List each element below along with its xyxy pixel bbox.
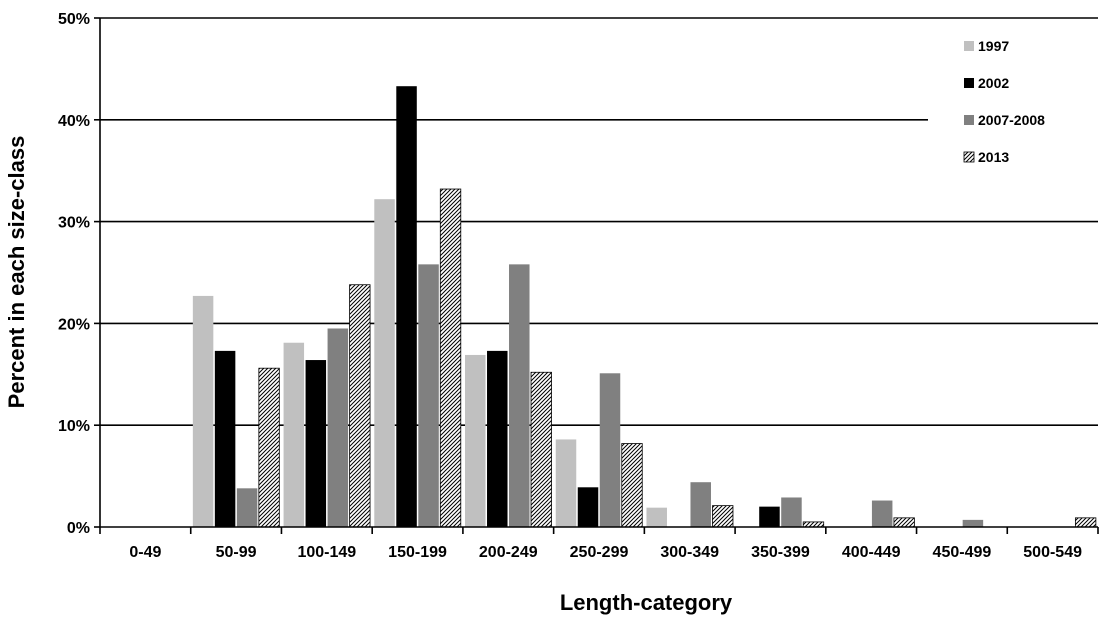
bar-2013-200-249 <box>530 371 552 528</box>
x-tick-label: 350-399 <box>751 544 810 561</box>
bar-1997-250-299 <box>555 439 577 527</box>
bar-2002-250-299 <box>577 487 599 527</box>
bar-2002-200-249 <box>487 350 508 527</box>
legend-label-2013: 2013 <box>978 149 1009 165</box>
x-tick-label: 400-449 <box>842 544 901 561</box>
bar-2007-2008-400-449 <box>871 500 893 527</box>
gridlines <box>100 17 1098 427</box>
bar-1997-150-199 <box>374 199 395 528</box>
x-tick-label: 150-199 <box>388 544 447 561</box>
bar-2002-350-399 <box>759 506 780 527</box>
legend-swatch-2007-2008 <box>964 115 974 125</box>
bar-2007-2008-350-399 <box>781 497 802 527</box>
bar-2013-300-349 <box>712 505 734 528</box>
y-tick-label: 10% <box>58 418 90 435</box>
y-tick-label: 20% <box>58 316 90 333</box>
bar-2002-100-149 <box>305 360 327 527</box>
legend-swatch-1997 <box>964 41 974 51</box>
x-tick-label: 450-499 <box>933 544 992 561</box>
bar-2013-100-149 <box>349 284 371 528</box>
y-tick-label: 50% <box>58 11 90 28</box>
legend-label-1997: 1997 <box>978 38 1009 54</box>
x-tick-label: 100-149 <box>297 544 356 561</box>
bar-2007-2008-150-199 <box>418 264 439 527</box>
x-tick-labels: 0-49 50-99 100-149 150-199 200-249 250-299 300… <box>129 544 1082 561</box>
x-tick-label: 300-349 <box>660 544 719 561</box>
x-tick-label: 200-249 <box>479 544 538 561</box>
bar-2013-500-549 <box>1074 517 1097 528</box>
bar-2002-50-99 <box>214 350 236 527</box>
bar-1997-100-149 <box>283 342 305 527</box>
bar-2013-250-299 <box>621 443 643 528</box>
y-tick-label: 40% <box>58 113 90 130</box>
y-tick-label: 30% <box>58 215 90 232</box>
bar-2007-2008-300-349 <box>690 482 711 527</box>
x-tick-label: 500-549 <box>1023 544 1082 561</box>
x-tick-label: 0-49 <box>129 544 161 561</box>
bar-2013-150-199 <box>439 188 462 528</box>
x-tick-label: 250-299 <box>570 544 629 561</box>
bar-2007-2008-50-99 <box>236 488 258 527</box>
bar-2002-150-199 <box>396 86 417 528</box>
y-tick-labels: 0% 10% 20% 30% 40% 50% <box>58 11 90 537</box>
bar-1997-200-249 <box>465 354 486 527</box>
bar-1997-300-349 <box>646 507 667 527</box>
x-axis-title: Length-category <box>560 590 733 615</box>
x-tick-label: 50-99 <box>216 544 257 561</box>
legend: 1997 2002 2007-2008 2013 <box>963 38 1045 165</box>
bar-2007-2008-250-299 <box>599 373 621 527</box>
bar-2007-2008-100-149 <box>327 328 349 527</box>
legend-swatch-2013 <box>963 151 975 163</box>
bar-2007-2008-450-499 <box>962 519 984 527</box>
legend-label-2002: 2002 <box>978 75 1009 91</box>
axes <box>94 17 1099 534</box>
legend-label-2007-2008: 2007-2008 <box>978 112 1045 128</box>
y-axis-title: Percent in each size-class <box>4 136 29 409</box>
bar-2013-400-449 <box>893 517 915 528</box>
bar-2013-50-99 <box>258 367 280 528</box>
bar-2007-2008-200-249 <box>509 264 530 527</box>
y-tick-label: 0% <box>67 520 90 537</box>
bars <box>192 86 1097 528</box>
legend-swatch-2002 <box>964 78 974 88</box>
bar-1997-50-99 <box>192 295 214 527</box>
